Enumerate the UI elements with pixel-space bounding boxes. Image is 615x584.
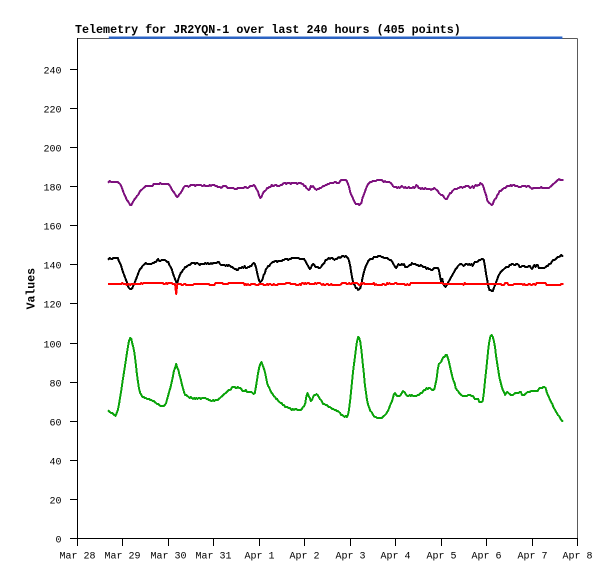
svg-text:220: 220 — [43, 106, 61, 117]
svg-text:Apr 1: Apr 1 — [244, 552, 274, 563]
svg-text:160: 160 — [43, 223, 61, 234]
svg-text:Apr 3: Apr 3 — [335, 552, 365, 563]
svg-text:200: 200 — [43, 145, 61, 156]
svg-text:Telemetry for JR2YQN-1 over la: Telemetry for JR2YQN-1 over last 240 hou… — [75, 23, 461, 37]
svg-text:Mar 28: Mar 28 — [59, 552, 95, 563]
svg-text:40: 40 — [49, 458, 61, 469]
svg-text:100: 100 — [43, 341, 61, 352]
svg-text:20: 20 — [49, 497, 61, 508]
svg-text:180: 180 — [43, 184, 61, 195]
svg-text:Apr 6: Apr 6 — [471, 552, 501, 563]
svg-text:0: 0 — [55, 536, 61, 547]
svg-text:Mar 29: Mar 29 — [104, 552, 140, 563]
svg-text:120: 120 — [43, 301, 61, 312]
svg-text:80: 80 — [49, 380, 61, 391]
svg-text:60: 60 — [49, 419, 61, 430]
svg-text:Apr 5: Apr 5 — [426, 552, 456, 563]
svg-text:Apr 7: Apr 7 — [517, 552, 547, 563]
svg-text:240: 240 — [43, 67, 61, 78]
svg-text:Apr 8: Apr 8 — [562, 552, 592, 563]
svg-text:Values: Values — [26, 268, 39, 310]
svg-text:140: 140 — [43, 262, 61, 273]
svg-text:Mar 31: Mar 31 — [195, 552, 231, 563]
svg-text:Mar 30: Mar 30 — [150, 552, 186, 563]
svg-text:Apr 2: Apr 2 — [289, 552, 319, 563]
svg-text:Apr 4: Apr 4 — [380, 552, 410, 563]
